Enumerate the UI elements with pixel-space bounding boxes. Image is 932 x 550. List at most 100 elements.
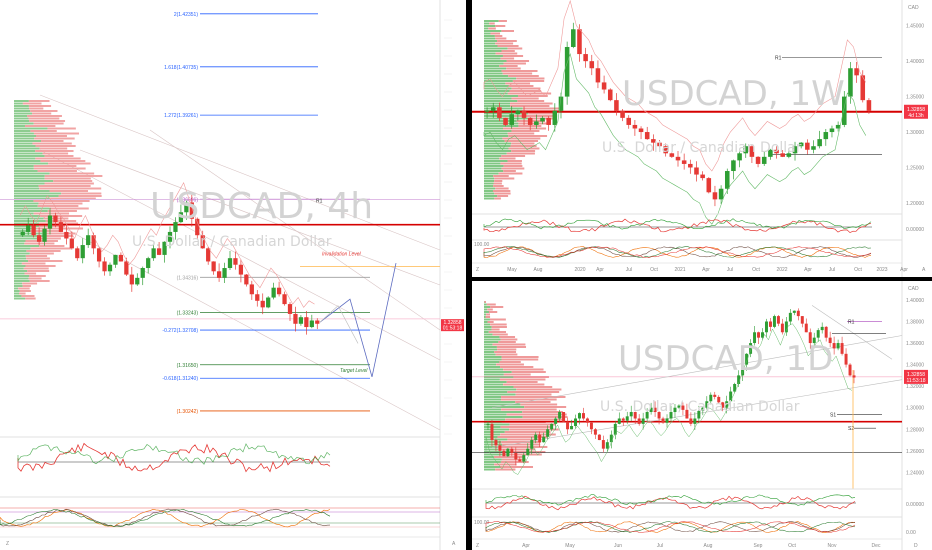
volume-profile-bar-green — [484, 145, 511, 147]
chart-1d-canvas[interactable]: CAD 1.40000 1.38000 1.36000 1.34000 1.32000 1.… — [472, 281, 932, 550]
fib-level-label: -0.618(1.31240) — [162, 376, 198, 382]
candle-body — [564, 46, 570, 97]
chart-panel-4h[interactable]: 2(1.42351) 1.618(1.40735) 1.272(1.39261) (1… — [0, 0, 466, 550]
volume-profile-bar-red — [528, 112, 557, 115]
candle-body — [518, 459, 522, 462]
volume-profile-bar-green — [484, 306, 491, 308]
volume-profile-bar-red — [32, 112, 52, 115]
fib-level-label: (1.31650) — [177, 363, 199, 369]
fib-level-label: -0.272(1.32708) — [162, 328, 198, 334]
volume-profile-bar-green — [14, 257, 27, 260]
volume-profile-bar-green — [14, 285, 23, 287]
osc-line — [483, 246, 872, 258]
volume-profile-bar-green — [484, 323, 491, 326]
volume-profile-bar-red — [35, 150, 74, 152]
volume-profile-bar-green — [14, 215, 41, 217]
candle-body — [601, 440, 605, 449]
volume-profile-bar-green — [14, 240, 26, 242]
candle-body — [649, 407, 653, 413]
volume-profile-bar-green — [14, 212, 34, 215]
volume-profile-bar-red — [508, 135, 548, 137]
last-price-countdown: 4d 13h — [908, 113, 924, 119]
x-tick-label: Jul — [829, 267, 835, 273]
volume-profile-bar-red — [522, 107, 560, 110]
x-tick-label: 2020 — [574, 267, 585, 273]
volume-profile-bar-red — [29, 107, 44, 110]
volume-profile-bar-red — [61, 192, 102, 195]
volume-profile-bar-red — [499, 361, 521, 363]
volume-profile-bar-red — [34, 137, 75, 140]
volume-profile-bar-red — [26, 250, 61, 252]
volume-profile-bar-red — [26, 257, 50, 260]
chart-panel-1d[interactable]: CAD 1.40000 1.38000 1.36000 1.34000 1.32000 1.… — [472, 281, 932, 550]
chart-panel-1w[interactable]: CAD 1.45000 1.40000 1.35000 1.30000 1.25000 1.… — [472, 0, 932, 277]
candle-body — [626, 117, 632, 125]
volume-profile-bar-green — [14, 135, 36, 137]
candle-body — [146, 258, 151, 269]
volume-profile-bar-green — [14, 112, 33, 115]
candle-body — [546, 429, 550, 437]
rsi-line — [485, 495, 856, 511]
y-tick-label: 1.38000 — [906, 319, 924, 325]
x-tick-label: 2022 — [776, 267, 787, 273]
volume-profile-bar-red — [497, 45, 519, 47]
volume-profile-bar-red — [38, 185, 91, 187]
candle-body — [75, 248, 80, 259]
volume-profile-bar-red — [24, 272, 37, 275]
volume-profile-bar-green — [484, 20, 499, 22]
volume-profile-bar-red — [507, 132, 535, 135]
volume-profile-bar-red — [502, 443, 541, 446]
candle-body — [31, 225, 36, 236]
volume-profile-bar-green — [14, 190, 50, 192]
volume-profile-bar-green — [484, 386, 514, 388]
candle-body — [832, 343, 836, 349]
candle-body — [733, 384, 737, 392]
volume-profile-bar-green — [14, 237, 38, 240]
volume-profile-bar-green — [484, 67, 507, 70]
candle-body — [620, 110, 625, 118]
volume-profile-bar-green — [14, 100, 29, 102]
candle-body — [808, 332, 812, 344]
chart-4h-canvas[interactable]: 2(1.42351) 1.618(1.40735) 1.272(1.39261) (1… — [0, 0, 466, 550]
candle-body — [293, 313, 298, 324]
volume-profile-bar-green — [484, 82, 506, 85]
candle-body — [677, 405, 681, 408]
chart-1w-canvas[interactable]: CAD 1.45000 1.40000 1.35000 1.30000 1.25000 1.… — [472, 0, 932, 277]
volume-profile-bar-green — [484, 122, 519, 125]
last-price-tag — [904, 369, 928, 384]
candle-body — [607, 89, 613, 101]
candle-body — [222, 268, 227, 278]
last-price-countdown: 01:53:18 — [443, 326, 463, 332]
volume-profile-bar-green — [14, 242, 25, 245]
candle-body — [669, 153, 675, 157]
volume-profile-bar-green — [484, 72, 503, 75]
x-tick-label: Aug — [534, 267, 543, 273]
candle-body — [53, 215, 58, 223]
candle-body — [737, 375, 741, 384]
volume-profile-bar-green — [484, 177, 495, 180]
volume-profile-bar-red — [497, 348, 517, 351]
candle-body — [521, 110, 527, 118]
candle-body — [514, 452, 518, 460]
candle-body — [113, 254, 118, 265]
volume-profile-bar-red — [494, 192, 511, 195]
volume-profile-bar-red — [27, 270, 50, 272]
fib-level-label: (1.36696) — [177, 197, 199, 203]
r1-label: R1 — [775, 56, 782, 62]
osc-line — [483, 246, 872, 258]
candle-body — [298, 317, 304, 324]
volume-profile-bar-red — [510, 102, 553, 105]
volume-profile-bar-green — [484, 466, 500, 468]
volume-profile-bar-green — [14, 102, 23, 105]
volume-profile-bar-green — [14, 260, 29, 262]
candle-body — [96, 248, 102, 262]
volume-profile-bar-red — [27, 115, 62, 117]
x-tick-label: Oct — [854, 267, 862, 273]
candle-body — [609, 434, 613, 443]
volume-profile-bar-green — [484, 363, 497, 366]
volume-profile-bar-green — [484, 167, 502, 170]
volume-profile-bar-red — [495, 37, 507, 40]
volume-profile-bar-red — [500, 461, 529, 463]
candle-body — [663, 146, 668, 154]
candle-body — [817, 139, 822, 147]
